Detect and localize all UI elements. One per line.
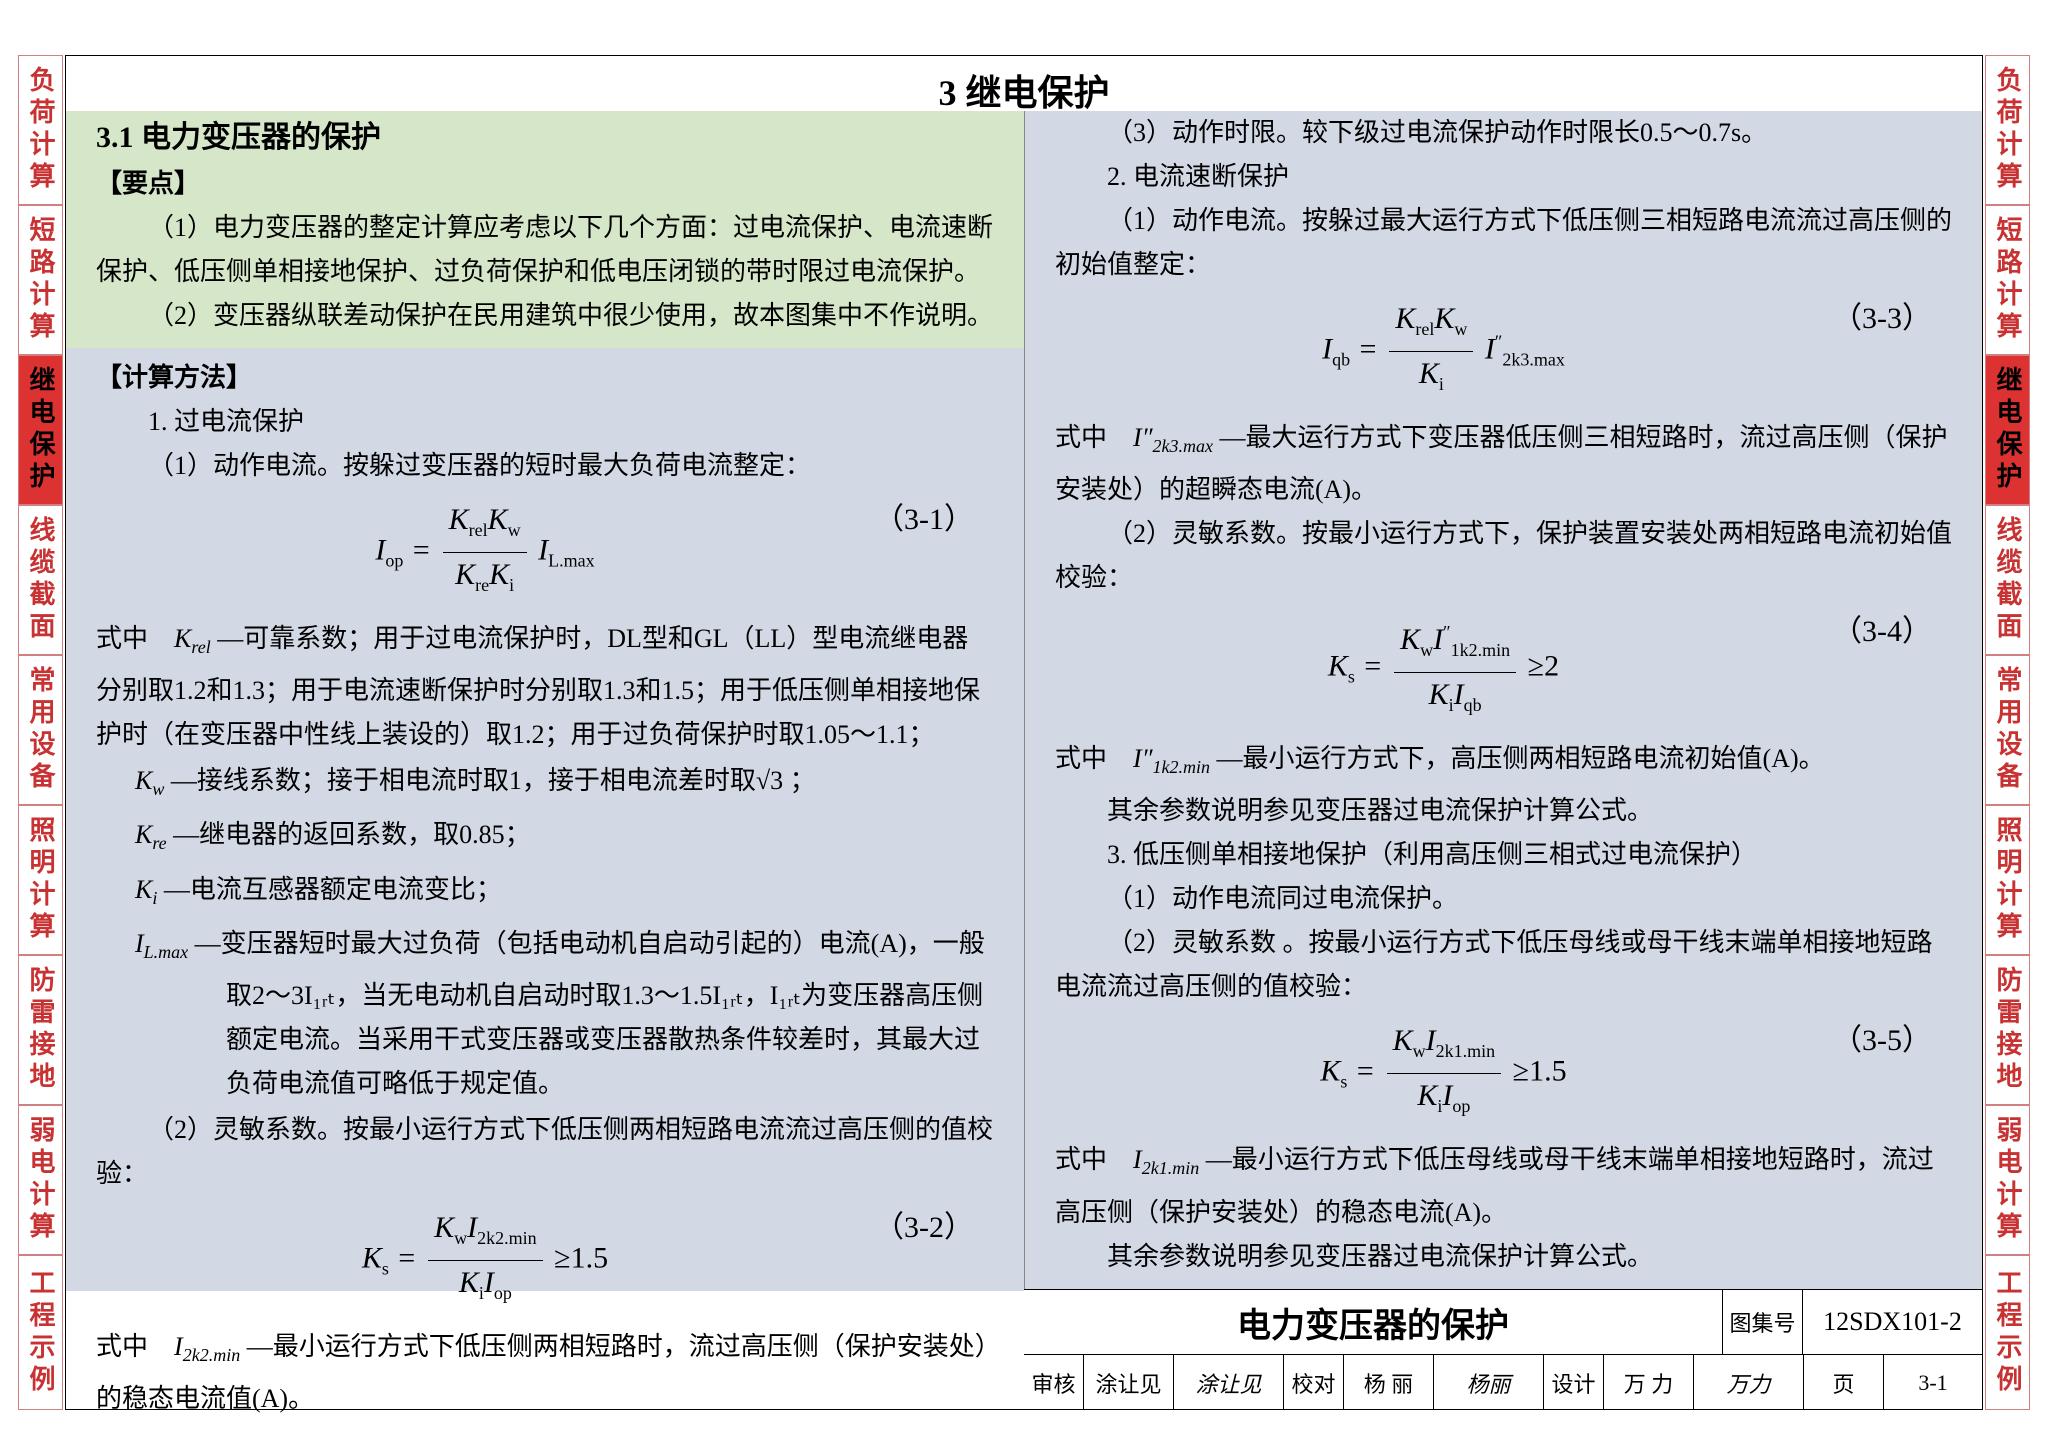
right-p8: （2）灵敏系数 。按最小运行方式下低压母线或母干线末端单相接地短路电流流过高压侧… — [1055, 921, 1952, 1009]
tab-load-r[interactable]: 负荷计算 — [1985, 55, 2030, 205]
checker-signature: 杨丽 — [1434, 1355, 1544, 1410]
page-frame: 3 继电保护 3.1 电力变压器的保护 【要点】 （1）电力变压器的整定计算应考… — [65, 55, 1983, 1410]
desc-i2k1min: 式中 I2k1.min —最小运行方式下低压母线或母干线末端单相接地短路时，流过… — [1055, 1138, 1952, 1234]
section-title: 3.1 电力变压器的保护 — [96, 116, 994, 160]
right-p6: 其余参数说明参见变压器过电流保护计算公式。 — [1055, 789, 1952, 833]
right-p9: 其余参数说明参见变压器过电流保护计算公式。 — [1055, 1235, 1952, 1279]
desc-kw: Kw —接线系数；接于相电流时取1，接于相电流差时取√3 ； — [96, 759, 994, 811]
desc-header: 式中 Krel —可靠系数；用于过电流保护时，DL型和GL（LL）型电流继电器分… — [96, 617, 994, 757]
page-number: 3-1 — [1884, 1355, 1982, 1410]
right-p5: （2）灵敏系数。按最小运行方式下，保护装置安装处两相短路电流初始值校验： — [1055, 512, 1952, 600]
desc-ki: Ki —电流互感器额定电流变比； — [96, 868, 994, 920]
tab-equip[interactable]: 常用设备 — [18, 655, 63, 805]
desc-i1k2min: 式中 I″1k2.min —最小运行方式下，高压侧两相短路电流初始值(A)。 — [1055, 737, 1952, 789]
check-label: 校对 — [1284, 1355, 1344, 1410]
equation-3-5: Ks = KwI2k1.minKiIop ≥1.5 （3-5） — [1055, 1019, 1952, 1128]
key-point-2: （2）变压器纵联差动保护在民用建筑中很少使用，故本图集中不作说明。 — [96, 294, 994, 338]
designer: 万 力 — [1604, 1355, 1694, 1410]
design-label: 设计 — [1544, 1355, 1604, 1410]
page-label: 页 — [1804, 1355, 1884, 1410]
set-label: 图集号 — [1722, 1290, 1802, 1354]
review-label: 审核 — [1024, 1355, 1084, 1410]
tabs-right: 负荷计算 短路计算 继电保护 线缆截面 常用设备 照明计算 防雷接地 弱电计算 … — [1985, 55, 2030, 1410]
tab-relay[interactable]: 继电保护 — [18, 355, 63, 505]
tabs-left: 负荷计算 短路计算 继电保护 线缆截面 常用设备 照明计算 防雷接地 弱电计算 … — [18, 55, 63, 1410]
designer-signature: 万力 — [1694, 1355, 1804, 1410]
drawing-title: 电力变压器的保护 — [1024, 1298, 1722, 1347]
right-p7: （1）动作电流同过电流保护。 — [1055, 877, 1952, 921]
tab-lightning[interactable]: 防雷接地 — [18, 955, 63, 1105]
tab-example-r[interactable]: 工程示例 — [1985, 1255, 2030, 1410]
reviewer-signature: 涂让见 — [1174, 1355, 1284, 1410]
tab-light-r[interactable]: 照明计算 — [1985, 805, 2030, 955]
desc-ilmax: IL.max —变压器短时最大过负荷（包括电动机自启动引起的）电流(A)，一般取… — [96, 922, 994, 1106]
set-number: 12SDX101-2 — [1802, 1290, 1982, 1354]
right-p4: （1）动作电流。按躲过最大运行方式下低压侧三相短路电流流过高压侧的初始值整定： — [1055, 199, 1952, 287]
title-block: 电力变压器的保护 图集号 12SDX101-2 审核 涂让见 涂让见 校对 杨 … — [1024, 1289, 1982, 1409]
tab-weak-r[interactable]: 弱电计算 — [1985, 1105, 2030, 1255]
body: 3.1 电力变压器的保护 【要点】 （1）电力变压器的整定计算应考虑以下几个方面… — [66, 111, 1982, 1291]
column-left: 3.1 电力变压器的保护 【要点】 （1）电力变压器的整定计算应考虑以下几个方面… — [66, 111, 1024, 1291]
right-p3: （3）动作时限。较下级过电流保护动作时限长0.5～0.7s。 — [1055, 111, 1952, 155]
method-3: 3. 低压侧单相接地保护（利用高压侧三相式过电流保护） — [1055, 833, 1952, 877]
key-point-1: （1）电力变压器的整定计算应考虑以下几个方面：过电流保护、电流速断保护、低压侧单… — [96, 206, 994, 294]
column-right: （3）动作时限。较下级过电流保护动作时限长0.5～0.7s。 2. 电流速断保护… — [1024, 111, 1982, 1291]
tab-weak[interactable]: 弱电计算 — [18, 1105, 63, 1255]
method-label: 【计算方法】 — [96, 356, 994, 400]
tab-equip-r[interactable]: 常用设备 — [1985, 655, 2030, 805]
checker: 杨 丽 — [1344, 1355, 1434, 1410]
tab-light[interactable]: 照明计算 — [18, 805, 63, 955]
reviewer: 涂让见 — [1084, 1355, 1174, 1410]
left-p1: （1）动作电流。按躲过变压器的短时最大负荷电流整定： — [96, 444, 994, 488]
key-points-box: 3.1 电力变压器的保护 【要点】 （1）电力变压器的整定计算应考虑以下几个方面… — [66, 111, 1024, 348]
left-p2: （2）灵敏系数。按最小运行方式下低压侧两相短路电流流过高压侧的值校验： — [96, 1108, 994, 1196]
desc-kre: Kre —继电器的返回系数，取0.85； — [96, 813, 994, 865]
tab-relay-r[interactable]: 继电保护 — [1985, 355, 2030, 505]
tab-example[interactable]: 工程示例 — [18, 1255, 63, 1410]
equation-3-1: Iop = KrelKwKreKi IL.max （3-1） — [96, 498, 994, 607]
method-2: 2. 电流速断保护 — [1055, 155, 1952, 199]
tab-cable-r[interactable]: 线缆截面 — [1985, 505, 2030, 655]
equation-3-4: Ks = KwI″1k2.minKiIqb ≥2 （3-4） — [1055, 610, 1952, 727]
tab-short-r[interactable]: 短路计算 — [1985, 205, 2030, 355]
equation-3-2: Ks = KwI2k2.minKiIop ≥1.5 （3-2） — [96, 1206, 994, 1315]
tab-load[interactable]: 负荷计算 — [18, 55, 63, 205]
equation-3-3: Iqb = KrelKwKi I″2k3.max （3-3） — [1055, 297, 1952, 406]
desc-i2k2min: 式中 I2k2.min —最小运行方式下低压侧两相短路时，流过高压侧（保护安装处… — [96, 1325, 994, 1421]
tab-short[interactable]: 短路计算 — [18, 205, 63, 355]
key-points-label: 【要点】 — [96, 162, 994, 206]
tab-cable[interactable]: 线缆截面 — [18, 505, 63, 655]
desc-i2k3max: 式中 I″2k3.max —最大运行方式下变压器低压侧三相短路时，流过高压侧（保… — [1055, 416, 1952, 512]
tab-lightning-r[interactable]: 防雷接地 — [1985, 955, 2030, 1105]
method-1: 1. 过电流保护 — [96, 400, 994, 444]
